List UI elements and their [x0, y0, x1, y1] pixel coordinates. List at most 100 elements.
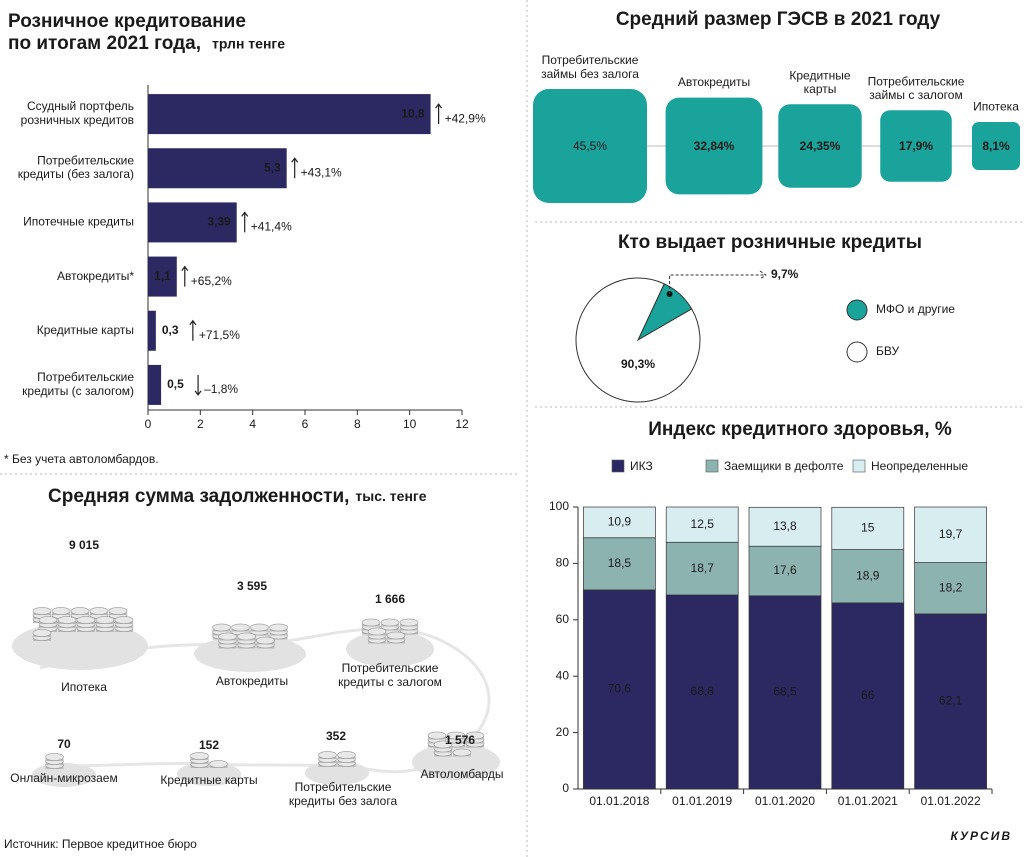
value-label: 5,3 — [264, 160, 281, 174]
coin — [95, 616, 115, 624]
coin — [32, 629, 52, 637]
coin — [465, 731, 485, 740]
value-label: 1 666 — [375, 592, 405, 606]
coin — [361, 618, 381, 627]
y-tick-label: 100 — [549, 499, 569, 513]
legend-swatch — [846, 341, 868, 363]
coin — [76, 616, 96, 624]
value-label: 62,1 — [939, 694, 963, 708]
bar-segment — [914, 562, 987, 615]
y-tick-label: 0 — [562, 781, 569, 795]
chart-title: Средняя сумма задолженности, — [48, 486, 349, 507]
category-label: Ипотека — [61, 680, 107, 694]
x-tick-label: 01.01.2018 — [589, 794, 649, 808]
bar — [148, 256, 177, 297]
coin — [190, 752, 209, 760]
value-label: 1 576 — [445, 733, 475, 747]
x-tick-label: 0 — [145, 417, 152, 431]
value-label: 0,3 — [162, 323, 179, 337]
value-label: 10,8 — [401, 106, 425, 120]
y-tick-label: 20 — [556, 725, 570, 739]
coin — [250, 623, 269, 632]
legend-label: Заемщики в дефолте — [724, 459, 844, 473]
value-label: 24,35% — [800, 139, 841, 153]
chart-subtitle: тыс. тенге — [355, 488, 426, 504]
change-arrow — [194, 374, 202, 396]
coin — [256, 636, 275, 645]
change-arrow — [241, 211, 249, 233]
chart-title: Средний размер ГЭСВ в 2021 году — [616, 9, 941, 30]
bar-segment — [831, 506, 905, 550]
coin — [399, 618, 419, 627]
category-label: Автокредиты — [216, 674, 288, 688]
legend-label: МФО и другие — [876, 302, 955, 316]
bar-segment — [583, 589, 656, 790]
bubble — [665, 97, 763, 195]
source: Источник: Первое кредитное бюро — [4, 837, 197, 851]
change-label: +41,4% — [251, 220, 292, 234]
bar — [148, 310, 156, 351]
coin — [57, 616, 77, 624]
value-label: 10,9 — [608, 515, 632, 529]
coin — [45, 753, 64, 761]
x-tick-label: 8 — [354, 417, 361, 431]
y-tick-label: 40 — [556, 668, 570, 682]
value-label: 19,7 — [939, 527, 963, 541]
coin — [89, 607, 109, 615]
x-tick-label: 10 — [403, 417, 417, 431]
coin-pile — [412, 731, 500, 780]
bar-segment — [748, 506, 822, 547]
pie-slice — [575, 277, 701, 403]
category-label: Автоломбарды — [420, 767, 503, 781]
value-label: 15 — [861, 521, 875, 535]
value-label: 3,39 — [207, 215, 231, 229]
x-tick-label: 4 — [249, 417, 256, 431]
bar-segment — [748, 595, 822, 790]
change-arrow — [291, 157, 299, 179]
coin — [269, 623, 288, 632]
coin-pile — [177, 752, 241, 786]
coin — [209, 760, 228, 768]
coin — [318, 751, 337, 759]
legend-label: Неопределенные — [871, 459, 968, 473]
value-label: 68,8 — [691, 684, 715, 698]
bar-segment — [665, 594, 739, 790]
x-tick-label: 01.01.2020 — [755, 794, 815, 808]
value-label: 70,6 — [608, 682, 632, 696]
x-tick-label: 01.01.2021 — [838, 794, 898, 808]
value-label: 9 015 — [69, 538, 99, 552]
value-label: 9,7% — [771, 267, 799, 281]
value-label: 152 — [199, 738, 219, 752]
value-label: 68,5 — [773, 685, 797, 699]
coin — [386, 631, 406, 640]
value-label: 18,7 — [691, 561, 715, 575]
legend-swatch — [705, 459, 719, 473]
category-label: Потребительские кредиты (с залогом) — [22, 370, 134, 398]
bubble — [533, 89, 647, 203]
coin — [337, 751, 356, 759]
chart-title: Розничное кредитование по итогам 2021 год… — [8, 11, 246, 54]
coin — [231, 623, 250, 632]
value-label: 17,6 — [773, 563, 797, 577]
coin — [70, 607, 90, 615]
category-label: Автокредиты* — [57, 269, 134, 283]
coin — [380, 618, 400, 627]
category-label: Потребительские кредиты без залога — [289, 780, 398, 808]
bar-segment — [831, 602, 905, 790]
coin — [433, 740, 453, 749]
category-label: Онлайн-микрозаем — [10, 771, 117, 785]
bar-segment — [583, 506, 656, 539]
change-arrow — [435, 103, 443, 125]
value-label: 32,84% — [694, 139, 735, 153]
bar — [148, 148, 287, 189]
legend-swatch — [611, 459, 625, 473]
coin — [212, 623, 231, 632]
category-label: Ипотека — [973, 100, 1019, 114]
category-label: Кредитные карты — [37, 323, 134, 337]
change-arrow — [189, 319, 197, 341]
category-label: Ссудный портфель розничных кредитов — [21, 99, 134, 127]
value-label: 13,8 — [773, 519, 797, 533]
chart-title: Средняя сумма задолженности, тыс. тенге — [48, 486, 427, 507]
bubble — [880, 110, 952, 182]
value-label: 8,1% — [982, 139, 1010, 153]
